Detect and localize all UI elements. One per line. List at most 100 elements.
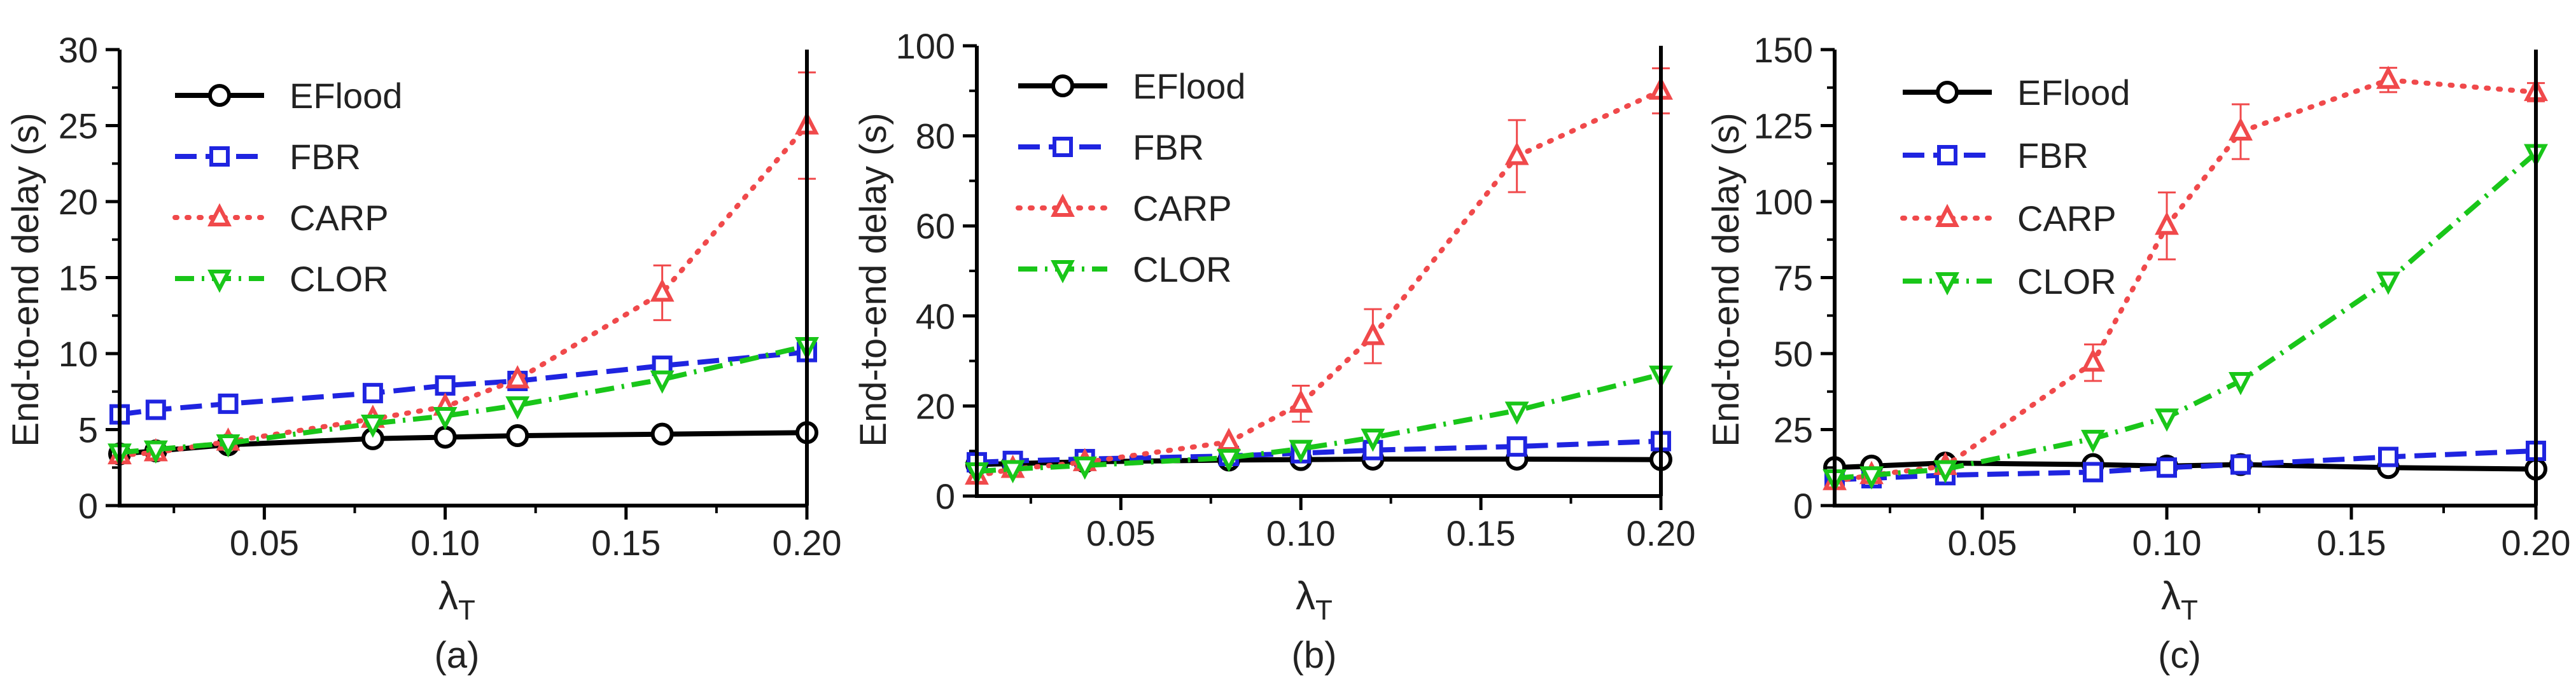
y-tick-label: 100 [1754, 182, 1813, 222]
y-tick-label: 150 [1754, 30, 1813, 70]
data-point-carp [2376, 66, 2400, 89]
series-line-fbr [1834, 448, 2537, 483]
series-clor [965, 365, 1673, 486]
x-tick-label: 0.15 [2317, 523, 2386, 563]
legend: EFlood FBR CARP CLOR [172, 76, 402, 299]
legend-label: EFlood [2017, 72, 2130, 113]
y-tick-label: 15 [59, 258, 98, 298]
data-point-carp [2081, 348, 2105, 372]
data-point-carp [1504, 141, 1529, 165]
data-point-clor [2081, 429, 2105, 453]
legend-label: CLOR [2017, 261, 2117, 301]
legend-item-fbr: FBR [1018, 127, 1204, 167]
series-line-fbr [119, 349, 808, 417]
data-point-fbr [145, 399, 166, 420]
y-tick-label: 50 [1774, 334, 1813, 374]
legend-marker [1936, 81, 1959, 104]
chart-panel-a: End-to-end delay (s) λT (a) 0 5 10 15 20 25 30… [5, 30, 842, 676]
series-line-clor [1834, 151, 2538, 481]
legend-marker [1935, 272, 1959, 296]
legend-marker [209, 146, 230, 167]
legend-label: FBR [2017, 135, 2089, 176]
panel-label: (a) [435, 635, 480, 676]
series-line-eflood [1834, 460, 2537, 472]
data-point-clor [2155, 408, 2179, 432]
series-layer [1823, 66, 2548, 493]
data-point-carp [2229, 117, 2253, 141]
data-point-clor [1000, 460, 1025, 484]
y-tick-label: 20 [59, 182, 98, 222]
legend-label: FBR [290, 137, 361, 177]
x-axis-label: λT [2161, 574, 2198, 626]
chart-panel-c: End-to-end delay (s) λT (c) 0 25 50 75 100 12… [1705, 30, 2571, 676]
legend-label: EFlood [1133, 66, 1245, 106]
data-point-fbr [218, 393, 239, 414]
x-tick-label: 0.20 [1627, 513, 1696, 553]
data-point-eflood [433, 425, 457, 449]
legend-label: CLOR [1133, 249, 1232, 289]
y-tick-label: 75 [1774, 258, 1813, 298]
data-point-clor [1933, 460, 1957, 484]
y-axis-label: End-to-end delay (s) [1705, 113, 1747, 446]
data-point-carp [1217, 427, 1241, 452]
legend-item-carp: CARP [1016, 188, 1232, 228]
legend-label: CARP [1133, 188, 1232, 228]
data-point-clor [1289, 439, 1313, 464]
panel-label: (c) [2158, 635, 2201, 676]
legend-item-eflood: EFlood [1903, 72, 2130, 113]
data-point-carp [505, 365, 530, 389]
x-tick-label: 0.20 [2502, 523, 2571, 563]
legend-item-fbr: FBR [175, 137, 361, 177]
data-point-clor [505, 396, 530, 420]
x-tick-label: 0.15 [591, 523, 661, 563]
x-tick-label: 0.20 [773, 523, 842, 563]
x-tick-label: 0.10 [1266, 513, 1336, 553]
legend-item-eflood: EFlood [1018, 66, 1245, 106]
series-line-eflood [976, 456, 1662, 467]
legend-marker [1935, 204, 1959, 227]
data-point-clor [650, 370, 675, 394]
legend-marker [1937, 145, 1957, 165]
data-point-fbr [362, 383, 383, 404]
data-point-clor [2376, 272, 2400, 295]
panel-label: (b) [1292, 635, 1337, 676]
data-point-fbr [2230, 454, 2251, 475]
legend-marker [208, 84, 231, 107]
y-axis-label: End-to-end delay (s) [853, 113, 894, 446]
legend-item-carp: CARP [172, 198, 389, 238]
y-axis-label: End-to-end delay (s) [5, 113, 46, 446]
legend: EFlood FBR CARP CLOR [1900, 72, 2130, 301]
legend-marker [1051, 193, 1075, 217]
series-line-clor [119, 343, 808, 455]
x-axis-label: λT [1296, 574, 1333, 626]
legend-label: EFlood [290, 76, 402, 116]
series-line-clor [976, 371, 1662, 474]
data-point-clor [1361, 428, 1385, 452]
legend-item-fbr: FBR [1903, 135, 2089, 176]
y-tick-label: 40 [916, 296, 955, 336]
data-point-fbr [435, 375, 456, 396]
data-point-clor [1504, 401, 1529, 425]
y-tick-label: 60 [916, 206, 955, 246]
data-point-fbr [2378, 446, 2398, 467]
series-line-fbr [976, 438, 1662, 465]
y-tick-label: 0 [935, 476, 955, 516]
y-tick-label: 10 [59, 334, 98, 374]
legend-marker [1053, 137, 1073, 157]
data-point-clor [1859, 466, 1884, 490]
series-layer [108, 71, 819, 467]
x-tick-label: 0.10 [410, 523, 480, 563]
y-tick-label: 0 [78, 486, 98, 526]
y-tick-label: 30 [59, 30, 98, 70]
data-point-clor [433, 406, 458, 431]
data-point-fbr [2157, 457, 2177, 478]
x-tick-label: 0.05 [1948, 523, 2017, 563]
data-point-carp [2155, 211, 2179, 235]
legend-marker [207, 203, 232, 226]
y-tick-label: 0 [1793, 486, 1813, 526]
data-point-clor [2229, 372, 2253, 396]
x-tick-label: 0.05 [1086, 513, 1156, 553]
data-point-clor [1072, 456, 1097, 480]
legend-item-carp: CARP [1900, 198, 2117, 238]
y-tick-label: 20 [916, 386, 955, 426]
